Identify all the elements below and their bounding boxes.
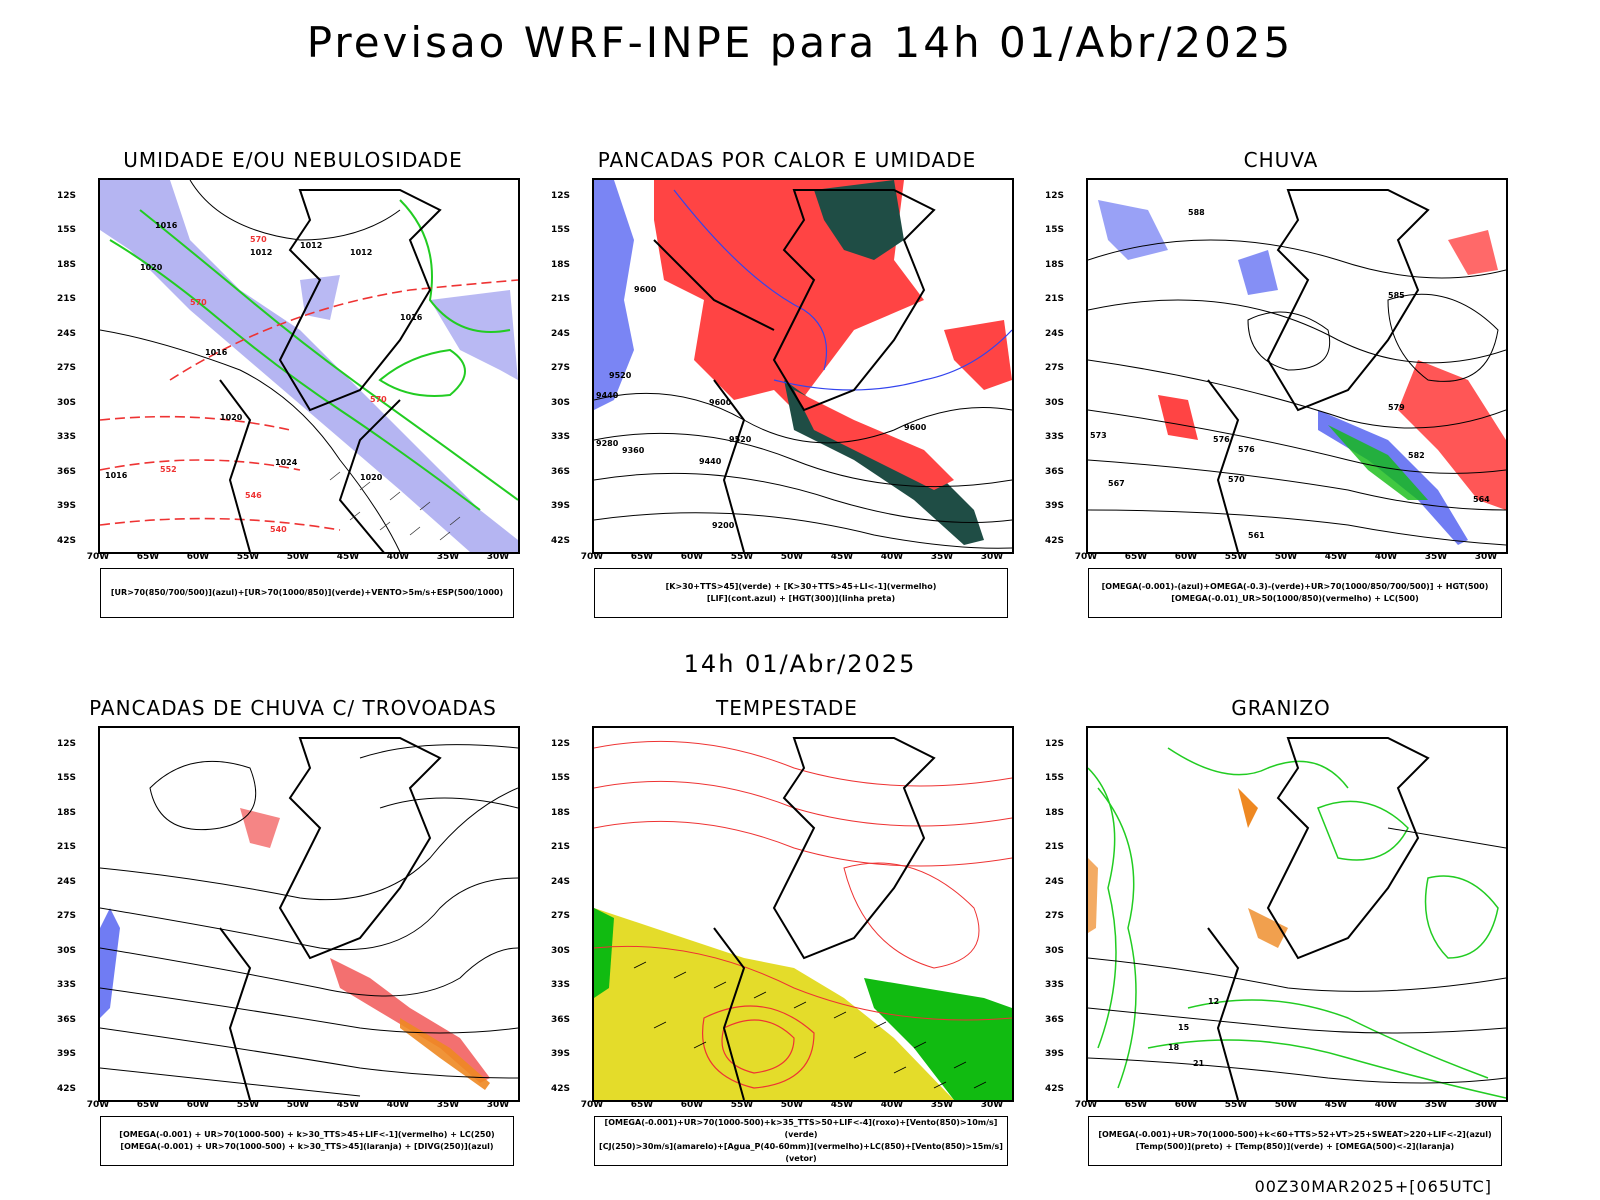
contour-label: 1020	[140, 263, 163, 272]
contour-label: 570	[250, 235, 267, 244]
map-granizo: 12 15 18 21	[1086, 726, 1508, 1102]
contour-label: 1012	[250, 248, 272, 257]
legend-line: [CJ(250)>30m/s](amarelo)+[Agua_P(40-60mm…	[599, 1142, 1003, 1163]
contour-label: 9520	[729, 435, 752, 444]
panel-granizo: GRANIZO 12 15 18 21	[1045, 696, 1508, 1176]
contour-label: 12	[1208, 997, 1219, 1006]
contour-label: 9600	[709, 398, 732, 407]
contour-label: 1012	[300, 241, 322, 250]
panel-title: TEMPESTADE	[716, 696, 858, 720]
map-chuva-graphic: 588 585 576 570 567 564 561 573 582 579 …	[1088, 189, 1506, 552]
panel-title: GRANIZO	[1231, 696, 1331, 720]
map-chuva: 588 585 576 570 567 564 561 573 582 579 …	[1086, 178, 1508, 554]
map-umidade: 1016 1020 1012 1012 1012 1016 1016 1020 …	[98, 178, 520, 554]
contour-label: 9600	[634, 285, 657, 294]
panel-pancadas-calor: PANCADAS POR CALOR E UMIDADE 9600 9520 9…	[551, 148, 1014, 628]
contour-label: 9520	[609, 371, 632, 380]
contour-label: 9440	[699, 457, 722, 466]
contour-label: 552	[160, 465, 177, 474]
contour-label: 570	[370, 395, 387, 404]
contour-label: 579	[1388, 403, 1405, 412]
legend-line: [OMEGA(-0.001) + UR>70(1000-500) + k>30_…	[120, 1142, 494, 1151]
contour-label: 1020	[220, 413, 243, 422]
legend-line: [OMEGA(-0.01)_UR>50(1000/850)(vermelho) …	[1171, 594, 1419, 603]
contour-label: 546	[245, 491, 262, 500]
legend-line: [UR>70(850/700/500)](azul)+[UR>70(1000/8…	[110, 588, 504, 597]
contour-label: 564	[1473, 495, 1490, 504]
contour-label: 9360	[622, 446, 645, 455]
contour-label: 540	[270, 525, 287, 534]
legend-box: [K>30+TTS>45](verde) + [K>30+TTS>45+LI<-…	[594, 568, 1008, 618]
contour-label: 1016	[400, 313, 423, 322]
contour-label: 1020	[360, 473, 383, 482]
contour-label: 576	[1238, 445, 1255, 454]
legend-line: [OMEGA(-0.001)+UR>70(1000-500)+k>35_TTS>…	[604, 1118, 998, 1139]
contour-label: 9440	[596, 391, 619, 400]
contour-label: 18	[1168, 1043, 1180, 1052]
map-trovoadas	[98, 726, 520, 1102]
legend-line: [OMEGA(-0.001)-(azul)+OMEGA(-0.3)-(verde…	[1101, 582, 1489, 591]
map-pancadas-calor: 9600 9520 9440 9600 9520 9440 9360 9200 …	[592, 178, 1014, 554]
contour-label: 1024	[275, 458, 298, 467]
legend-box: [UR>70(850/700/500)](azul)+[UR>70(1000/8…	[100, 568, 514, 618]
legend-box: [OMEGA(-0.001)-(azul)+OMEGA(-0.3)-(verde…	[1088, 568, 1502, 618]
map-tempestade-graphic	[594, 737, 1012, 1100]
contour-label: 1016	[155, 221, 178, 230]
mid-title: 14h 01/Abr/2025	[683, 650, 917, 678]
panel-title: UMIDADE E/OU NEBULOSIDADE	[123, 148, 463, 172]
legend-line: [Temp(500)](preto) + [Temp(850)](verde) …	[1135, 1142, 1455, 1151]
panel-tempestade: TEMPESTADE 12S 15S 18S	[551, 696, 1014, 1176]
contour-label: 21	[1193, 1059, 1205, 1068]
panel-title: CHUVA	[1243, 148, 1319, 172]
panel-title: PANCADAS POR CALOR E UMIDADE	[597, 148, 977, 172]
contour-label: 570	[190, 298, 207, 307]
contour-label: 573	[1090, 431, 1107, 440]
contour-label: 1012	[350, 248, 372, 257]
contour-label: 588	[1188, 208, 1205, 217]
panel-trovoadas: PANCADAS DE CHUVA C/ TROVOADAS 12S 15S 1…	[57, 696, 520, 1176]
legend-box: [OMEGA(-0.001)+UR>70(1000-500)+k>35_TTS>…	[594, 1116, 1008, 1166]
panel-title: PANCADAS DE CHUVA C/ TROVOADAS	[89, 696, 497, 720]
map-pancadas-calor-graphic: 9600 9520 9440 9600 9520 9440 9360 9200 …	[594, 180, 1012, 552]
contour-label: 15	[1178, 1023, 1190, 1032]
map-umidade-graphic: 1016 1020 1012 1012 1012 1016 1016 1020 …	[100, 180, 518, 552]
legend-line: [OMEGA(-0.001)+UR>70(1000-500)+k<60+TTS>…	[1098, 1130, 1492, 1139]
contour-label: 576	[1213, 435, 1230, 444]
contour-label: 582	[1408, 451, 1425, 460]
panel-chuva: CHUVA 588 585 576 570 567	[1045, 148, 1508, 628]
contour-label: 1016	[105, 471, 128, 480]
contour-label: 9280	[596, 439, 619, 448]
contour-label: 9600	[904, 423, 927, 432]
contour-label: 561	[1248, 531, 1265, 540]
main-title: Previsao WRF-INPE para 14h 01/Abr/2025	[306, 18, 1294, 67]
contour-label: 1016	[205, 348, 228, 357]
legend-line: [LIF](cont.azul) + [HGT(300)](linha pret…	[706, 594, 896, 603]
contour-label: 9200	[712, 521, 735, 530]
contour-label: 570	[1228, 475, 1245, 484]
legend-box: [OMEGA(-0.001)+UR>70(1000-500)+k<60+TTS>…	[1088, 1116, 1502, 1166]
map-trovoadas-graphic	[100, 737, 518, 1100]
contour-label: 567	[1108, 479, 1125, 488]
legend-line: [K>30+TTS>45](verde) + [K>30+TTS>45+LI<-…	[665, 582, 937, 591]
map-tempestade	[592, 726, 1014, 1102]
contour-label: 585	[1388, 291, 1405, 300]
legend-line: [OMEGA(-0.001) + UR>70(1000-500) + k>30_…	[119, 1130, 495, 1139]
legend-box: [OMEGA(-0.001) + UR>70(1000-500) + k>30_…	[100, 1116, 514, 1166]
footer-run-label: 00Z30MAR2025+[065UTC]	[1254, 1177, 1492, 1196]
panel-umidade: UMIDADE E/OU NEBULOSIDADE	[57, 148, 520, 628]
map-granizo-graphic: 12 15 18 21	[1088, 737, 1506, 1100]
